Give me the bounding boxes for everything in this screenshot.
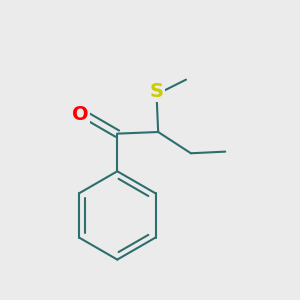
Text: S: S (149, 82, 164, 101)
Text: O: O (72, 106, 88, 124)
